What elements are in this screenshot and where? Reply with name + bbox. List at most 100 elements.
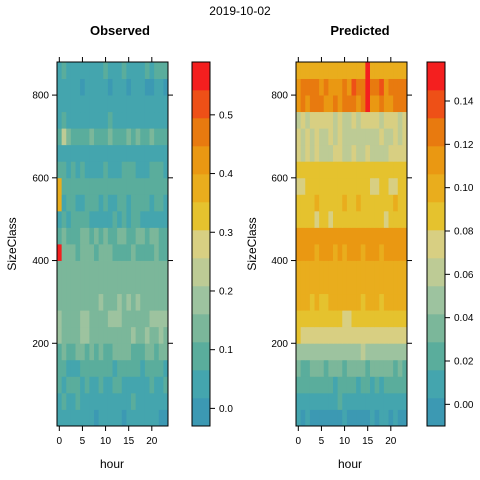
heatmap-cell [99, 79, 104, 96]
heatmap-cell [80, 79, 85, 96]
heatmap-cell [379, 95, 384, 112]
heatmap-cell [85, 161, 90, 178]
heatmap-cell [296, 161, 301, 178]
heatmap-cell [113, 112, 118, 129]
heatmap-cell [131, 343, 136, 360]
x-tick-label: 15 [362, 436, 374, 447]
heatmap-cell [62, 261, 67, 278]
heatmap-cell [80, 227, 85, 244]
heatmap-cell [328, 261, 333, 278]
heatmap-cell [315, 393, 320, 410]
heatmap-cell [324, 376, 329, 393]
heatmap-cell [333, 409, 338, 426]
heatmap-cell [62, 277, 67, 294]
heatmap-cell [126, 409, 131, 426]
heatmap-cell [347, 79, 352, 96]
heatmap-cell [71, 261, 76, 278]
colorbar-segment [192, 398, 210, 426]
heatmap-cell [108, 227, 113, 244]
observed-y-axis-label: SizeClass [5, 217, 19, 270]
heatmap-cell [76, 277, 81, 294]
heatmap-cell [103, 277, 108, 294]
colorbar-tick-label: 0.1 [219, 345, 233, 356]
heatmap-cell [126, 244, 131, 261]
heatmap-cell [103, 327, 108, 344]
y-tick-label: 800 [32, 91, 49, 102]
heatmap-cell [398, 227, 403, 244]
heatmap-cell [342, 244, 347, 261]
heatmap-cell [71, 327, 76, 344]
heatmap-cell [108, 327, 113, 344]
heatmap-cell [76, 227, 81, 244]
heatmap-cell [379, 79, 384, 96]
heatmap-cell [356, 376, 361, 393]
heatmap-cell [305, 360, 310, 377]
heatmap-cell [301, 128, 306, 145]
heatmap-cell [361, 244, 366, 261]
heatmap-cell [113, 244, 118, 261]
heatmap-cell [89, 277, 94, 294]
heatmap-cell [159, 79, 164, 96]
heatmap-cell [389, 360, 394, 377]
heatmap-cell [301, 393, 306, 410]
heatmap-cell [347, 227, 352, 244]
heatmap-cell [324, 343, 329, 360]
heatmap-cell [57, 294, 62, 311]
heatmap-cell [333, 360, 338, 377]
heatmap-cell [361, 79, 366, 96]
heatmap-cell [145, 128, 150, 145]
heatmap-cell [126, 327, 131, 344]
heatmap-cell [333, 145, 338, 162]
heatmap-cell [375, 277, 380, 294]
heatmap-cell [379, 409, 384, 426]
heatmap-cell [301, 310, 306, 327]
heatmap-cell [398, 294, 403, 311]
heatmap-cell [324, 79, 329, 96]
heatmap-cell [310, 227, 315, 244]
heatmap-cell [66, 409, 71, 426]
heatmap-cell [108, 95, 113, 112]
heatmap-cell [57, 128, 62, 145]
heatmap-cell [145, 376, 150, 393]
heatmap-cell [338, 145, 343, 162]
heatmap-cell [365, 360, 370, 377]
heatmap-cell [62, 145, 67, 162]
heatmap-cell [117, 178, 122, 195]
heatmap-cell [71, 194, 76, 211]
heatmap-cell [103, 145, 108, 162]
heatmap-cell [57, 227, 62, 244]
heatmap-cell [328, 227, 333, 244]
heatmap-cell [154, 62, 159, 79]
heatmap-cell [342, 393, 347, 410]
heatmap-cell [62, 294, 67, 311]
heatmap-cell [338, 327, 343, 344]
heatmap-cell [379, 178, 384, 195]
heatmap-cell [310, 244, 315, 261]
heatmap-cell [154, 128, 159, 145]
heatmap-cell [99, 261, 104, 278]
heatmap-cell [296, 62, 301, 79]
heatmap-cell [365, 376, 370, 393]
heatmap-cell [398, 95, 403, 112]
heatmap-cell [66, 178, 71, 195]
heatmap-cell [324, 62, 329, 79]
heatmap-cell [136, 161, 141, 178]
heatmap-cell [338, 178, 343, 195]
heatmap-cell [94, 376, 99, 393]
heatmap-cell [384, 376, 389, 393]
heatmap-cell [310, 261, 315, 278]
heatmap-cell [71, 62, 76, 79]
heatmap-cell [136, 409, 141, 426]
heatmap-cell [356, 409, 361, 426]
heatmap-cell [393, 128, 398, 145]
heatmap-cell [140, 62, 145, 79]
heatmap-cell [150, 95, 155, 112]
heatmap-cell [131, 261, 136, 278]
heatmap-cell [150, 211, 155, 228]
heatmap-cell [384, 62, 389, 79]
heatmap-cell [342, 79, 347, 96]
heatmap-cell [379, 261, 384, 278]
heatmap-cell [122, 211, 127, 228]
heatmap-cell [122, 227, 127, 244]
heatmap-cell [66, 277, 71, 294]
